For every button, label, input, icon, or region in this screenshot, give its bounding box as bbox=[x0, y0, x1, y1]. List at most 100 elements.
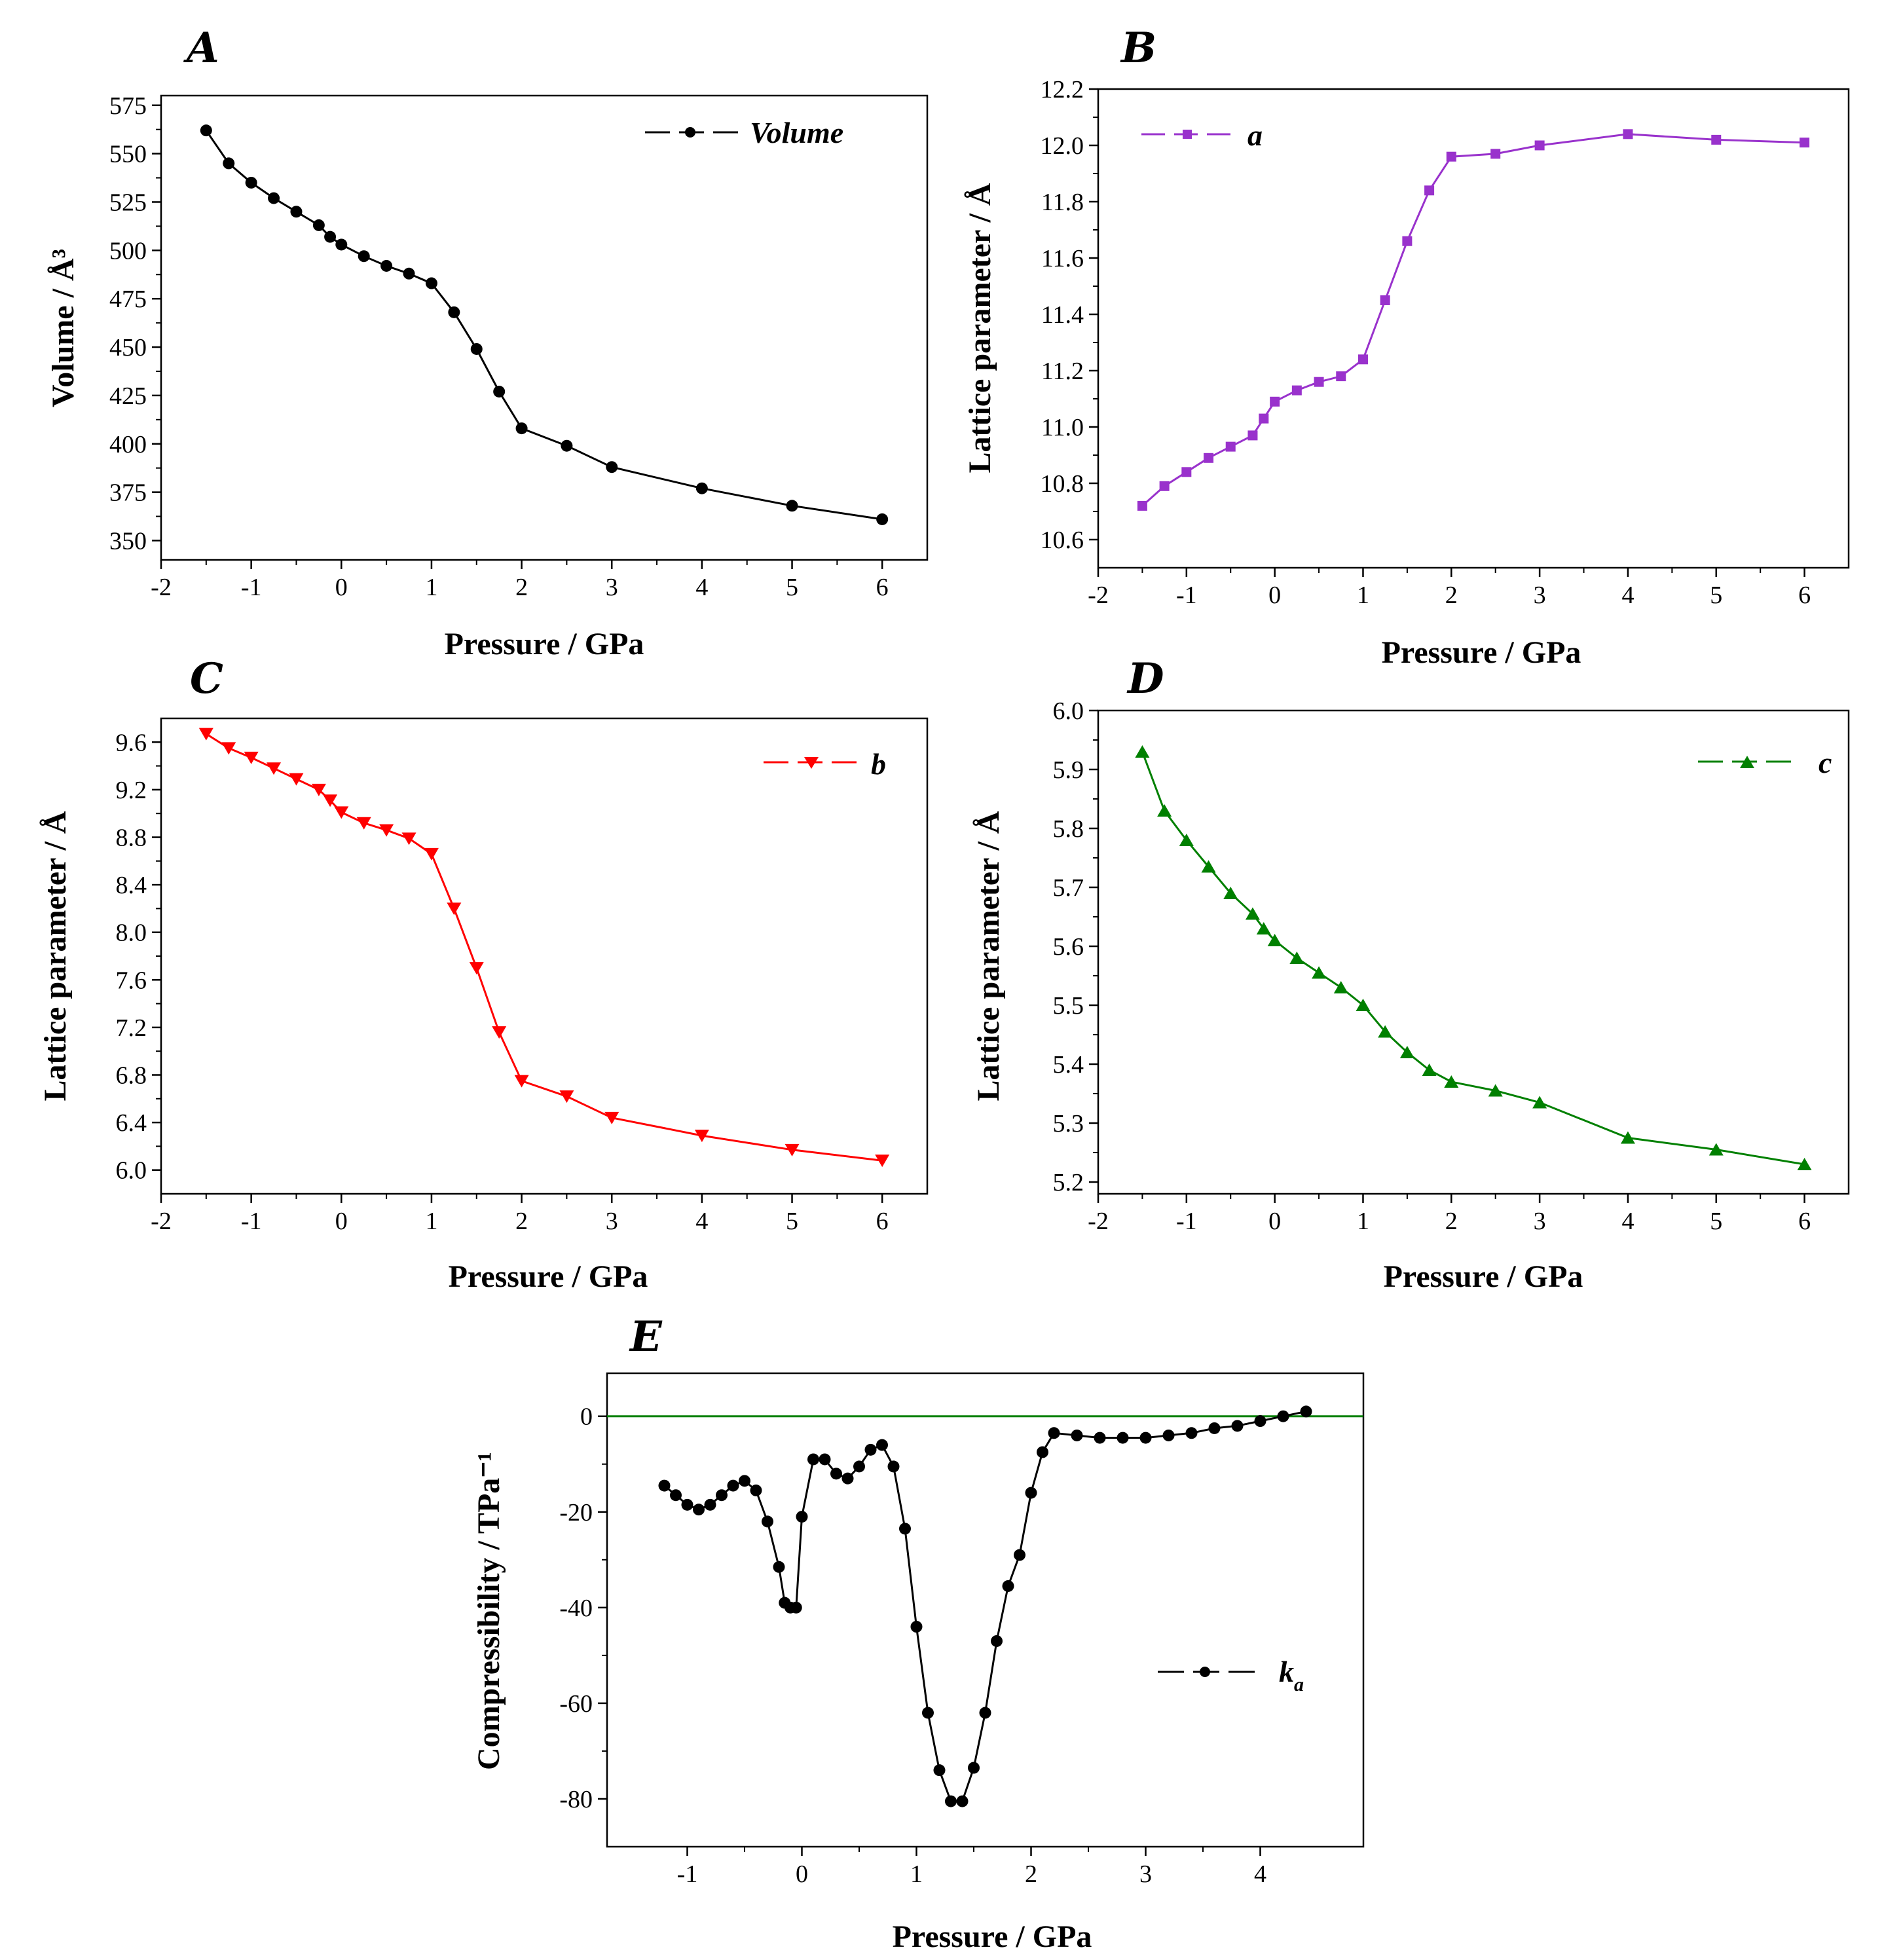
panel-D-data-point-12 bbox=[1356, 999, 1371, 1011]
panel-E-data-point-6 bbox=[716, 1489, 728, 1502]
panel-E-plot-frame bbox=[606, 1372, 1365, 1848]
panel-A-data-point-4 bbox=[268, 192, 280, 204]
panel-C-y-tick-label: 8.0 bbox=[116, 919, 147, 947]
panel-D-data-point-6 bbox=[1245, 907, 1260, 920]
panel-A-x-tick-label: -1 bbox=[241, 574, 262, 601]
panel-A-x-tick-label: 4 bbox=[695, 574, 708, 601]
panel-D-x-tick-label: 5 bbox=[1710, 1208, 1722, 1235]
panel-B-data-point-18 bbox=[1534, 140, 1545, 151]
panel-D-x-ticks: -2 -1 0 1 2 3 4 5 6 bbox=[1088, 1194, 1811, 1235]
panel-A-data-point-17 bbox=[561, 439, 573, 452]
panel-E-data-point-39 bbox=[1094, 1432, 1106, 1444]
panel-D-data-point-18 bbox=[1532, 1096, 1547, 1109]
panel-A-x-axis-title: Pressure / GPa bbox=[445, 627, 644, 661]
panel-E-data-point-44 bbox=[1208, 1422, 1221, 1434]
panel-E-legend-subscript: a bbox=[1294, 1674, 1304, 1695]
panel-A-data-point-3 bbox=[245, 176, 257, 189]
panel-D-data-point-17 bbox=[1488, 1084, 1503, 1097]
panel-B-data-point-9 bbox=[1291, 385, 1302, 396]
panel-B-x-tick-label: 4 bbox=[1621, 582, 1634, 609]
panel-E-data-point-46 bbox=[1254, 1415, 1266, 1428]
panel-C-y-axis-title: Lattice parameter / Å bbox=[38, 811, 73, 1101]
panel-A-letter: A bbox=[183, 24, 219, 73]
panel-C-markers bbox=[198, 728, 890, 1168]
panel-A-data-point-18 bbox=[606, 461, 618, 473]
panel-D-y-tick-label: 6.0 bbox=[1053, 697, 1084, 725]
panel-C-data-point-4 bbox=[267, 762, 282, 775]
panel-C-data-point-16 bbox=[514, 1075, 529, 1088]
panel-D-data-point-4 bbox=[1201, 860, 1216, 873]
panel-B-data-point-1 bbox=[1137, 500, 1147, 511]
panel-B-x-tick-label: 6 bbox=[1798, 582, 1811, 609]
panel-C-y-tick-label: 8.8 bbox=[116, 824, 147, 852]
panel-A-data-point-19 bbox=[695, 482, 708, 494]
panel-E-data-point-36 bbox=[1037, 1446, 1048, 1458]
panel-D-legend-marker bbox=[1740, 756, 1754, 768]
panel-C-letter: C bbox=[190, 654, 223, 703]
panel-D-data-point-7 bbox=[1256, 922, 1271, 934]
panel-C-data-point-15 bbox=[492, 1026, 507, 1039]
panel-E-data-point-26 bbox=[922, 1707, 934, 1719]
panel-C-data-point-19 bbox=[694, 1130, 709, 1143]
panel-A-data-point-21 bbox=[876, 513, 889, 525]
panel-B-data-point-3 bbox=[1181, 467, 1192, 477]
panel-E-data-point-17 bbox=[819, 1453, 831, 1466]
panel-E-x-tick-label: 0 bbox=[796, 1860, 808, 1888]
panel-B-y-tick-label: 12.0 bbox=[1041, 132, 1084, 160]
panel-A-y-tick-label: 525 bbox=[109, 189, 147, 216]
panel-C-y-tick-label: 9.6 bbox=[116, 729, 147, 756]
panel-C-y-tick-label: 9.2 bbox=[116, 777, 147, 804]
panel-D-data-point-9 bbox=[1289, 952, 1304, 964]
panel-C-y-tick-label: 6.8 bbox=[116, 1062, 147, 1090]
panel-D-data-point-5 bbox=[1223, 887, 1238, 899]
panel-A-y-tick-label: 400 bbox=[109, 431, 147, 458]
panel-B-data-point-4 bbox=[1204, 453, 1214, 463]
panel-B-y-tick-label: 11.2 bbox=[1041, 358, 1084, 385]
panel-A-y-tick-label: 475 bbox=[109, 286, 147, 313]
panel-C-data-point-6 bbox=[311, 783, 326, 796]
panel-B-data-point-21 bbox=[1800, 138, 1810, 148]
panel-E-y-axis-title: Compressibility / TPa⁻¹ bbox=[471, 1452, 506, 1770]
panel-D-x-tick-label: 4 bbox=[1621, 1208, 1634, 1235]
panel-C: C -2 -1 0 1 2 3 4 5 6 6.0 6.4 6.8 7.2 7.6 8.0 8.4 8.8 9.… bbox=[38, 654, 929, 1294]
panel-D-data-point-11 bbox=[1333, 981, 1348, 993]
panel-E-legend-label: ka bbox=[1279, 1655, 1304, 1695]
panel-C-data-point-9 bbox=[356, 817, 371, 830]
panel-C-x-tick-label: 6 bbox=[876, 1208, 889, 1235]
panel-A-y-tick-label: 550 bbox=[109, 141, 147, 168]
panel-E-data-point-4 bbox=[693, 1504, 705, 1516]
panel-E-data-point-34 bbox=[1014, 1549, 1025, 1561]
panel-E-data-point-41 bbox=[1139, 1432, 1152, 1444]
panel-D-y-ticks: 5.2 5.3 5.4 5.5 5.6 5.7 5.8 5.9 6.0 bbox=[1053, 697, 1098, 1196]
panel-E-x-tick-label: 4 bbox=[1254, 1860, 1266, 1888]
panel-B-x-tick-label: -2 bbox=[1088, 582, 1109, 609]
panel-B-markers bbox=[1137, 129, 1810, 511]
panel-E-data-point-20 bbox=[853, 1460, 865, 1473]
panel-A-y-tick-label: 425 bbox=[109, 382, 147, 410]
panel-B-data-point-11 bbox=[1336, 371, 1346, 382]
panel-A-x-tick-label: 5 bbox=[786, 574, 798, 601]
panel-B-data-point-2 bbox=[1159, 481, 1170, 491]
panel-D-data-point-16 bbox=[1444, 1075, 1459, 1088]
panel-B-data-point-10 bbox=[1314, 377, 1324, 387]
panel-A-legend-marker bbox=[685, 127, 695, 138]
panel-C-y-ticks: 6.0 6.4 6.8 7.2 7.6 8.0 8.4 8.8 9.2 9.6 bbox=[116, 729, 161, 1185]
panel-B-x-tick-label: 3 bbox=[1534, 582, 1546, 609]
panel-E-letter: E bbox=[629, 1312, 663, 1361]
panel-E-data-point-37 bbox=[1048, 1427, 1060, 1439]
panel-E-data-point-32 bbox=[991, 1635, 1003, 1647]
panel-A-legend: Volume bbox=[645, 116, 843, 149]
panel-E-data-point-11 bbox=[773, 1561, 785, 1573]
panel-E-data-point-38 bbox=[1071, 1429, 1083, 1441]
panel-C-x-ticks: -2 -1 0 1 2 3 4 5 6 bbox=[151, 1194, 889, 1235]
panel-C-data-point-5 bbox=[289, 773, 304, 786]
panel-A-x-ticks: -2 -1 0 1 2 3 4 5 6 bbox=[151, 560, 889, 601]
panel-B-data-point-5 bbox=[1225, 441, 1236, 452]
panel-C-x-tick-label: -2 bbox=[151, 1208, 172, 1235]
panel-E-y-tick-label: -60 bbox=[559, 1690, 593, 1718]
panel-A-data-point-12 bbox=[425, 277, 437, 289]
panel-D-y-tick-label: 5.3 bbox=[1053, 1110, 1084, 1137]
panel-A-y-axis-title: Volume / Å³ bbox=[46, 249, 81, 407]
panel-D-x-tick-label: -1 bbox=[1176, 1208, 1197, 1235]
panel-E-x-tick-label: 3 bbox=[1139, 1860, 1152, 1888]
